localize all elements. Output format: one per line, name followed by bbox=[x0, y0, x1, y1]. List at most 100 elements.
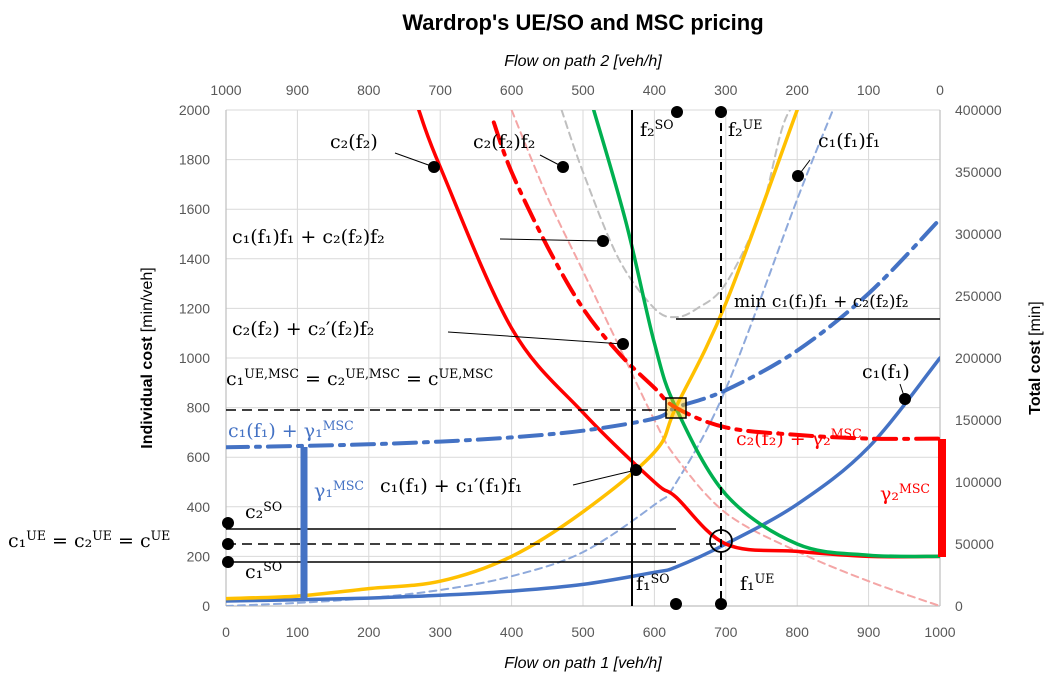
y-left-tick-label: 200 bbox=[187, 548, 211, 564]
label-mc1: c₁(f₁) + c₁′(f₁)f₁ bbox=[380, 475, 522, 497]
y-right-axis-title: Total cost [min] bbox=[1027, 301, 1044, 415]
x-top-tick-label: 200 bbox=[786, 82, 810, 98]
ue-equilibrium-marker bbox=[709, 529, 733, 553]
annotation-superscript: UE bbox=[92, 528, 112, 543]
label-mc2: c₂(f₂) + c₂′(f₂)f₂ bbox=[232, 318, 374, 340]
annotation-text: = c bbox=[400, 368, 439, 390]
y-left-axis-title-bold: Individual cost bbox=[139, 336, 156, 449]
annotation-superscript: SO bbox=[263, 559, 282, 574]
label-min-total: min c₁(f₁)f₁ + c₂(f₂)f₂ bbox=[734, 292, 909, 312]
x-bottom-tick-label: 100 bbox=[286, 624, 310, 640]
x-top-tick-label: 400 bbox=[643, 82, 667, 98]
y-right-tick-label: 0 bbox=[955, 598, 963, 614]
annotation-marker-dot bbox=[630, 464, 642, 476]
chart-title: Wardrop's UE/SO and MSC pricing bbox=[402, 10, 763, 35]
annotation-text: c₂(f₂) + c₂′(f₂)f₂ bbox=[232, 318, 374, 340]
x-bottom-tick-label: 1000 bbox=[924, 624, 955, 640]
annotation-marker-dot bbox=[597, 235, 609, 247]
annotation-text: = c₂ bbox=[299, 368, 345, 390]
y-right-tick-label: 300000 bbox=[955, 226, 1002, 242]
f1-ue-dot bbox=[715, 598, 727, 610]
grid bbox=[225, 109, 941, 607]
annotation-leader-line bbox=[394, 152, 435, 168]
x-top-axis-title: Flow on path 2 [veh/h] bbox=[504, 53, 662, 70]
x-bottom-tick-label: 700 bbox=[714, 624, 738, 640]
annotation-text: c₂(f₂) bbox=[330, 131, 378, 153]
y-left-tick-label: 800 bbox=[187, 400, 211, 416]
f1-so-dot bbox=[670, 598, 682, 610]
annotation-text: f₁ bbox=[636, 573, 651, 595]
x-top-tick-label: 0 bbox=[936, 82, 944, 98]
annotation-text: f₂ bbox=[640, 119, 655, 141]
label-c2f2: c₂(f₂)f₂ bbox=[473, 131, 535, 153]
y-left-tick-label: 2000 bbox=[179, 102, 210, 118]
x-bottom-tick-label: 800 bbox=[786, 624, 810, 640]
annotation-leader-line bbox=[499, 238, 604, 242]
x-bottom-tick-label: 500 bbox=[571, 624, 595, 640]
annotation-superscript: SO bbox=[655, 117, 674, 132]
annotation-text: f₂ bbox=[728, 119, 743, 141]
annotation-marker-dot bbox=[899, 393, 911, 405]
annotation-superscript: MSC bbox=[333, 478, 364, 493]
series-line-c1-f1-1msc bbox=[226, 217, 940, 450]
x-top-tick-label: 300 bbox=[714, 82, 738, 98]
annotation-text: = c bbox=[112, 530, 151, 552]
label-c1f1: c₁(f₁)f₁ bbox=[818, 130, 880, 152]
x-bottom-axis-title: Flow on path 1 [veh/h] bbox=[504, 655, 662, 672]
annotation-superscript: MSC bbox=[831, 426, 862, 441]
y-right-tick-label: 400000 bbox=[955, 102, 1002, 118]
annotation-text: γ₁ bbox=[314, 480, 333, 502]
annotation-text: c₁ bbox=[245, 561, 263, 583]
label-total-cost: c₁(f₁)f₁ + c₂(f₂)f₂ bbox=[232, 226, 385, 248]
annotation-superscript: UE bbox=[26, 528, 46, 543]
annotation-superscript: UE,MSC bbox=[439, 366, 494, 381]
annotation-text: c₁ bbox=[226, 368, 244, 390]
label-c2-so: c₂SO bbox=[245, 499, 282, 524]
series-line-c2-f2-2msc bbox=[491, 120, 940, 441]
annotation-superscript: MSC bbox=[899, 481, 930, 496]
annotation-marker-dot bbox=[428, 161, 440, 173]
y-left-tick-label: 0 bbox=[202, 598, 210, 614]
y-left-tick-label: 1400 bbox=[179, 251, 210, 267]
x-top-tick-label: 600 bbox=[500, 82, 524, 98]
x-top-tick-label: 500 bbox=[571, 82, 595, 98]
label-gamma1: γ₁MSC bbox=[314, 478, 364, 503]
x-top-tick-label: 900 bbox=[286, 82, 310, 98]
label-f1-so: f₁SO bbox=[636, 571, 670, 596]
c1-so-dot bbox=[222, 556, 234, 568]
label-f2-ue: f₂UE bbox=[728, 117, 762, 142]
annotation-marker-dot bbox=[792, 170, 804, 182]
annotation-text: c₁(f₁)f₁ bbox=[818, 130, 880, 152]
y-left-tick-label: 1200 bbox=[179, 300, 210, 316]
x-bottom-tick-label: 400 bbox=[500, 624, 524, 640]
label-gamma2: γ₂MSC bbox=[880, 481, 930, 506]
y-right-axis-title-unit: [min] bbox=[1027, 301, 1044, 340]
label-c1-f1: c₁(f₁) bbox=[862, 361, 910, 383]
series-line-c2-f2 bbox=[417, 110, 940, 559]
y-right-tick-label: 100000 bbox=[955, 474, 1002, 490]
y-right-tick-label: 200000 bbox=[955, 350, 1002, 366]
label-c2-msc: c₂(f₂) + γ₂MSC bbox=[736, 426, 862, 451]
x-top-tick-label: 1000 bbox=[210, 82, 241, 98]
y-left-tick-label: 1800 bbox=[179, 152, 210, 168]
annotation-text: γ₂ bbox=[880, 483, 899, 505]
series-line-c1-f1-c1-f1-f1 bbox=[226, 110, 799, 601]
series-line-c1-f1 bbox=[226, 356, 940, 603]
annotation-leader-line bbox=[447, 331, 624, 345]
x-bottom-tick-label: 0 bbox=[222, 624, 230, 640]
y-right-axis-title-bold: Total cost bbox=[1027, 340, 1044, 415]
label-f2-so: f₂SO bbox=[640, 117, 674, 142]
series bbox=[226, 110, 940, 606]
y-right-tick-label: 50000 bbox=[955, 536, 994, 552]
ue-cost-dot bbox=[222, 538, 234, 550]
annotation-text: c₁(f₁) + c₁′(f₁)f₁ bbox=[380, 475, 522, 497]
annotation-superscript: UE bbox=[151, 528, 171, 543]
annotation-superscript: UE bbox=[743, 117, 763, 132]
f2-so-dot bbox=[671, 106, 683, 118]
annotation-text: c₂(f₂)f₂ bbox=[473, 131, 535, 153]
x-bottom-tick-label: 300 bbox=[429, 624, 453, 640]
